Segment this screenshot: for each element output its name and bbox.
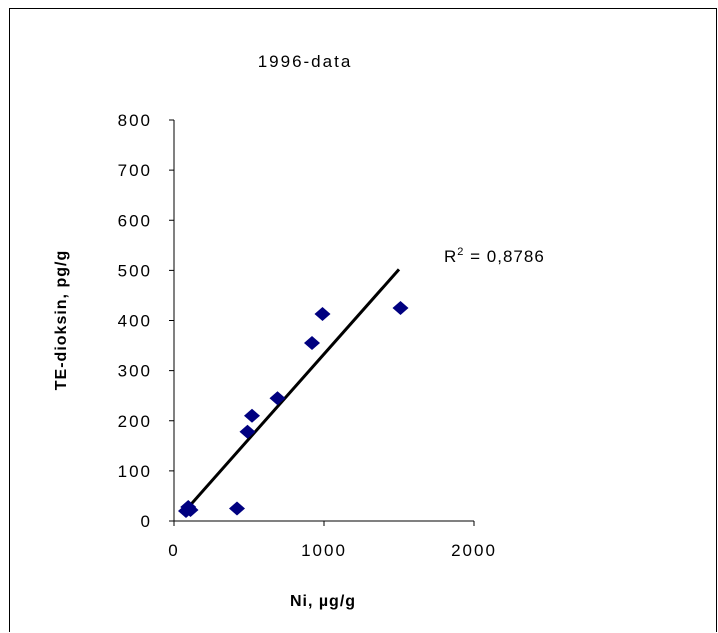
y-tick-label: 500 [118,261,152,280]
chart-frame [9,8,717,632]
y-axis-label: TE-dioksin, pg/g [53,250,70,390]
data-point [269,391,286,406]
y-tick-label: 0 [141,512,152,531]
trendline [184,268,401,511]
x-tick-label: 1000 [301,541,347,560]
data-point [392,300,409,315]
data-point [304,336,320,351]
data-point [229,501,245,516]
y-tick-label: 600 [118,211,152,230]
y-tick-label: 200 [118,412,152,431]
y-axis-ticks: 0 100 200 300 400 500 600 700 800 [118,111,174,531]
y-tick-label: 100 [118,462,152,481]
r-squared-annotation: R2 = 0,8786 [444,246,545,266]
data-point [314,306,331,321]
y-tick-label: 700 [118,161,152,180]
x-axis-label: Ni, µg/g [290,593,356,610]
chart-title: 1996-data [258,52,353,71]
y-tick-label: 800 [118,111,152,130]
y-tick-label: 400 [118,312,152,331]
data-point [244,408,260,423]
x-tick-label: 2000 [451,541,497,560]
x-axis-ticks: 0 1000 2000 [168,521,497,560]
data-point [239,424,256,439]
x-tick-label: 0 [168,541,179,560]
data-points [178,300,409,518]
y-tick-label: 300 [118,362,152,381]
data-point [180,499,197,514]
